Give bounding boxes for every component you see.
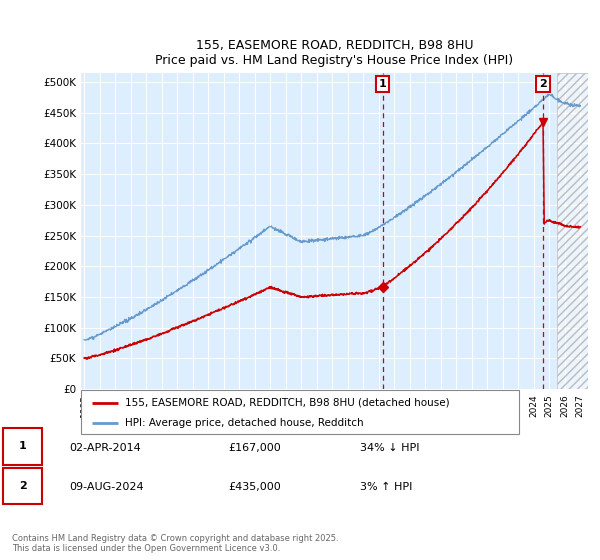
Text: 34% ↓ HPI: 34% ↓ HPI bbox=[360, 443, 419, 453]
Text: 09-AUG-2024: 09-AUG-2024 bbox=[69, 482, 143, 492]
Text: 02-APR-2014: 02-APR-2014 bbox=[69, 443, 141, 453]
FancyBboxPatch shape bbox=[81, 390, 519, 434]
Text: £435,000: £435,000 bbox=[228, 482, 281, 492]
Text: 3% ↑ HPI: 3% ↑ HPI bbox=[360, 482, 412, 492]
Text: 1: 1 bbox=[19, 441, 26, 451]
Title: 155, EASEMORE ROAD, REDDITCH, B98 8HU
Price paid vs. HM Land Registry's House Pr: 155, EASEMORE ROAD, REDDITCH, B98 8HU Pr… bbox=[155, 39, 514, 67]
Text: 1: 1 bbox=[379, 79, 386, 89]
Text: 2: 2 bbox=[539, 79, 547, 89]
Text: 155, EASEMORE ROAD, REDDITCH, B98 8HU (detached house): 155, EASEMORE ROAD, REDDITCH, B98 8HU (d… bbox=[125, 398, 449, 408]
Text: Contains HM Land Registry data © Crown copyright and database right 2025.
This d: Contains HM Land Registry data © Crown c… bbox=[12, 534, 338, 553]
Text: HPI: Average price, detached house, Redditch: HPI: Average price, detached house, Redd… bbox=[125, 418, 364, 428]
Text: 2: 2 bbox=[19, 480, 26, 491]
Text: £167,000: £167,000 bbox=[228, 443, 281, 453]
